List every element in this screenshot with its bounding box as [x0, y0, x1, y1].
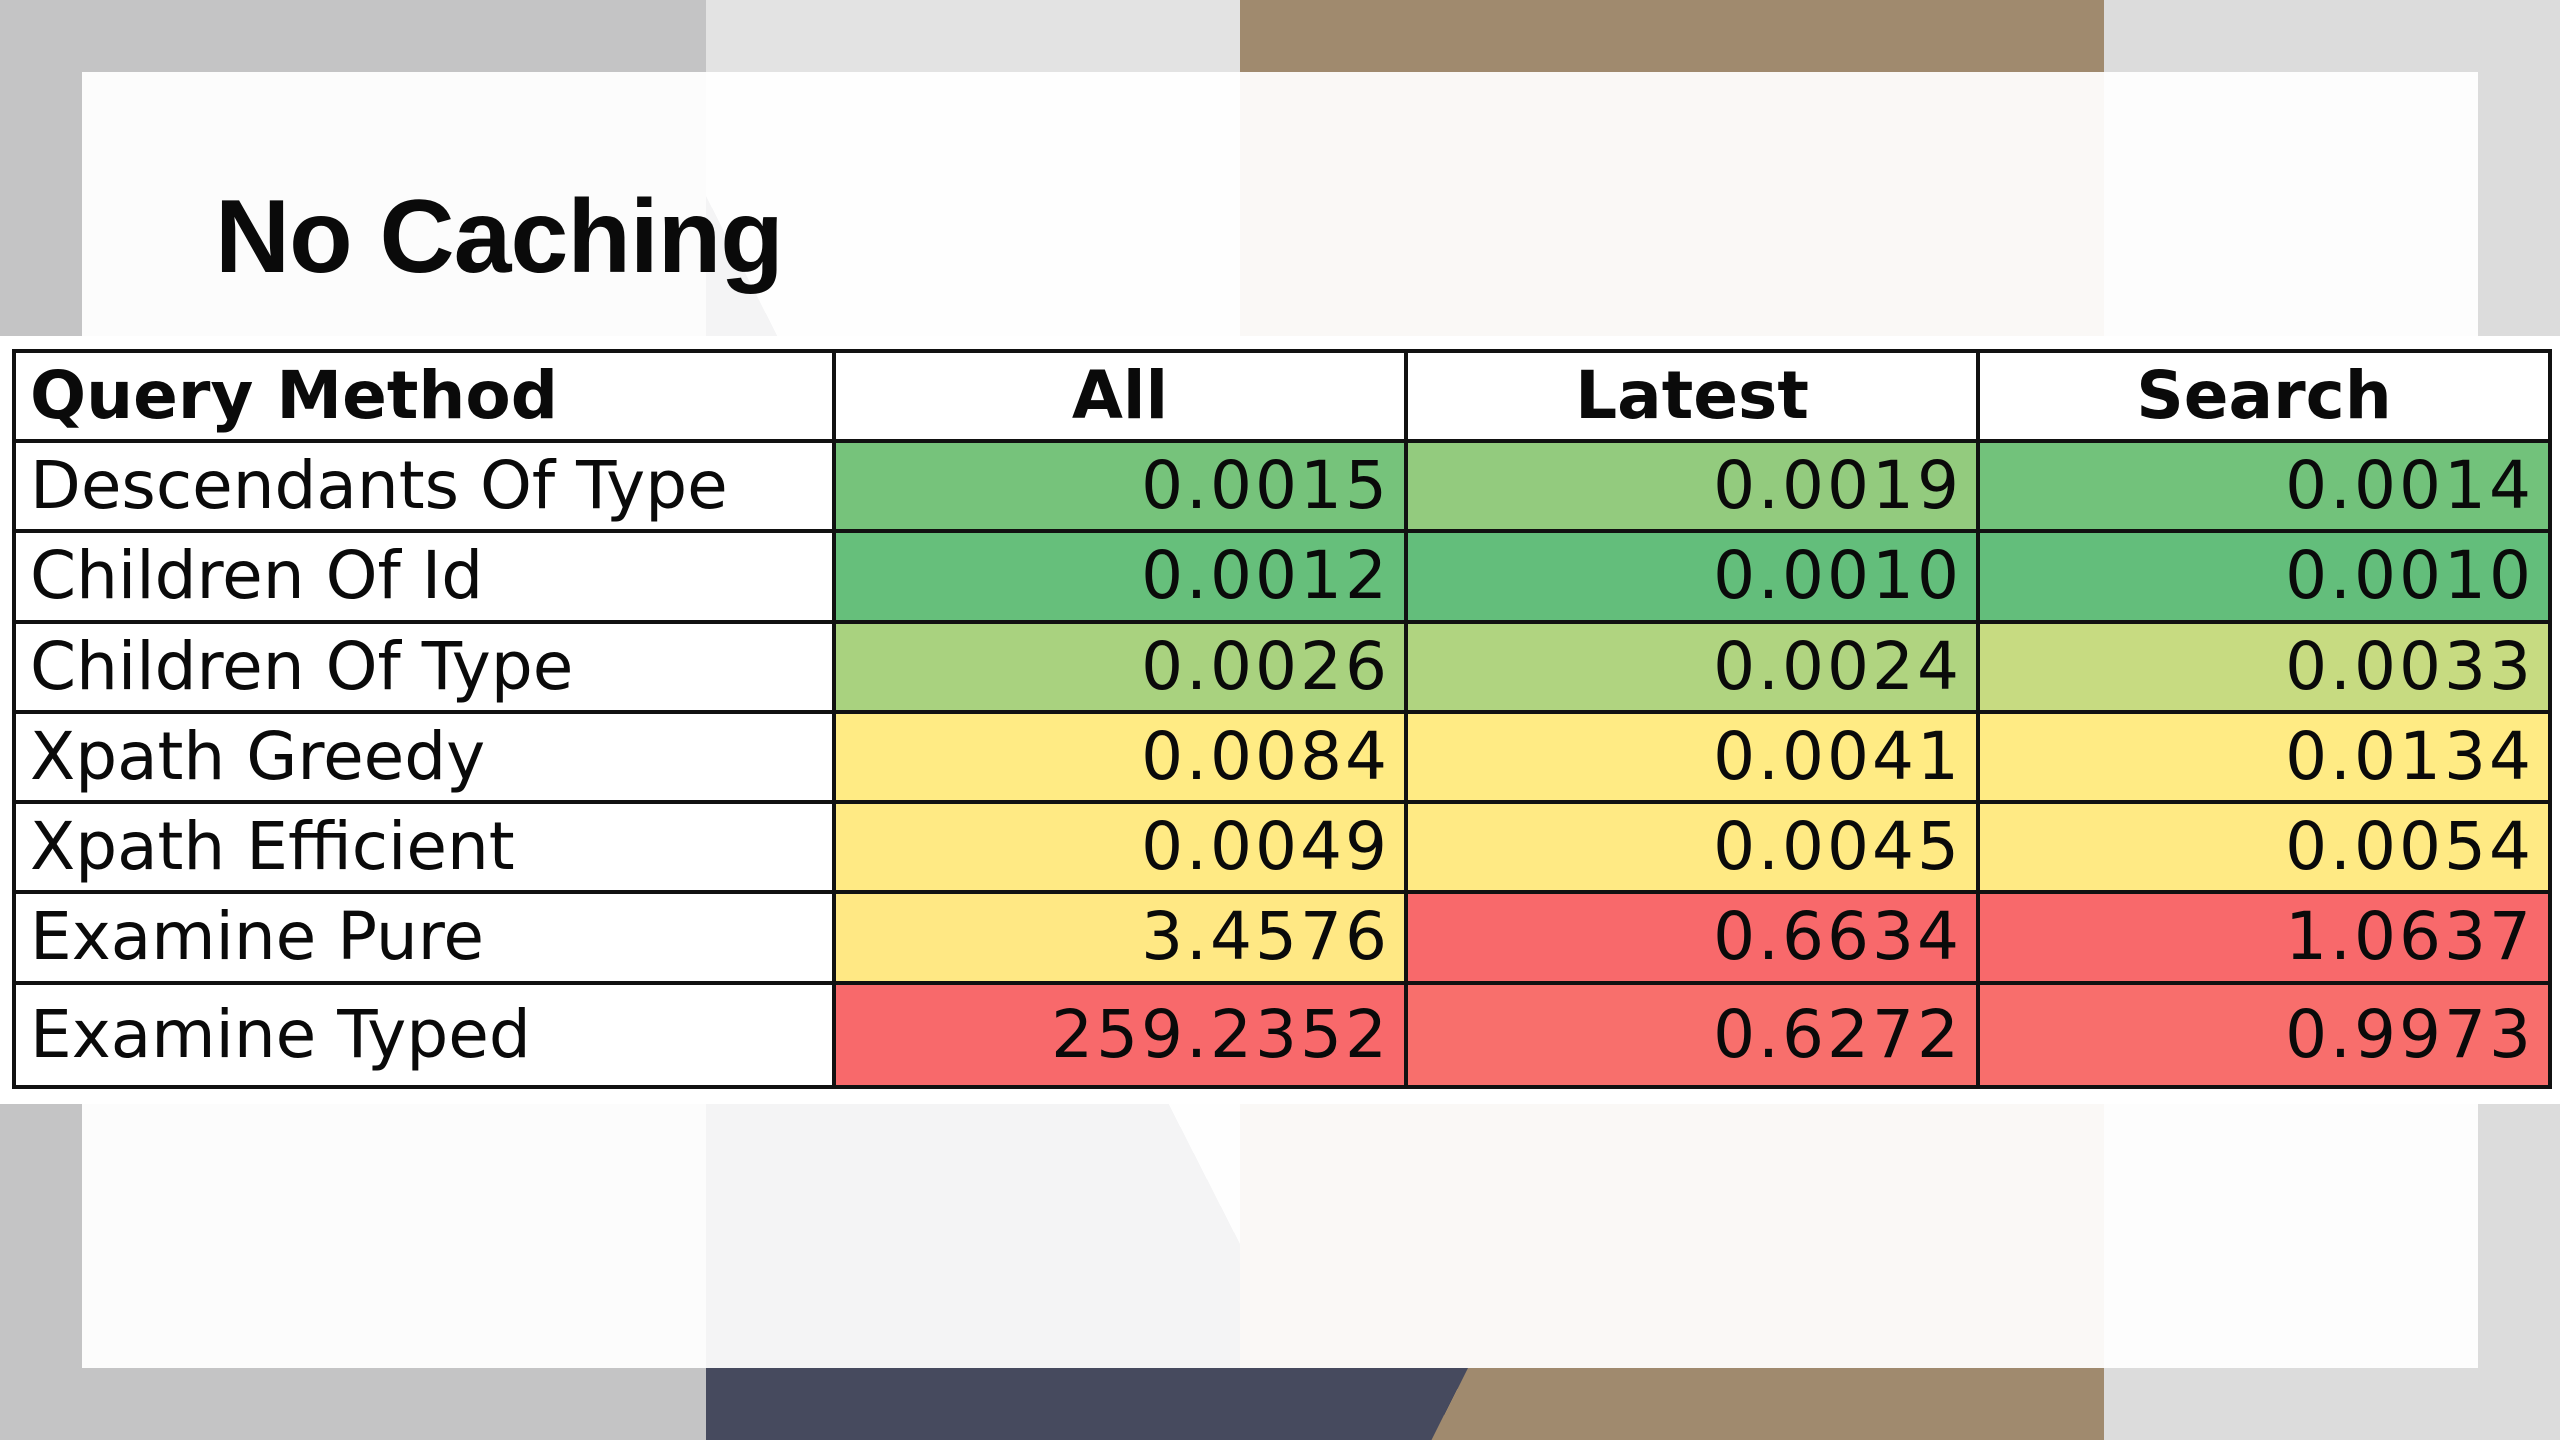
method-cell: Children Of Id: [12, 529, 836, 624]
value-cell-search: 1.0637: [1976, 890, 2552, 985]
method-cell: Descendants Of Type: [12, 438, 836, 534]
table-row: Children Of Type 0.0026 0.0024 0.0033: [12, 619, 2552, 714]
table-row: Xpath Greedy 0.0084 0.0041 0.0134: [12, 709, 2552, 805]
method-cell: Examine Typed: [12, 980, 836, 1090]
table-row: Descendants Of Type 0.0015 0.0019 0.0014: [12, 438, 2552, 534]
header-query-method: Query Method: [12, 349, 836, 443]
method-cell: Xpath Efficient: [12, 800, 836, 895]
table-row: Children Of Id 0.0012 0.0010 0.0010: [12, 529, 2552, 624]
table-row: Examine Pure 3.4576 0.6634 1.0637: [12, 890, 2552, 985]
value-cell-latest: 0.0045: [1404, 800, 1980, 895]
value-cell-all: 0.0084: [832, 709, 1408, 805]
table-header-row: Query Method All Latest Search: [12, 349, 2552, 443]
value-cell-latest: 0.0024: [1404, 619, 1980, 714]
value-cell-all: 259.2352: [832, 980, 1408, 1090]
table-row: Examine Typed 259.2352 0.6272 0.9973: [12, 980, 2552, 1090]
value-cell-latest: 0.0019: [1404, 438, 1980, 534]
header-latest: Latest: [1404, 349, 1980, 443]
value-cell-search: 0.0134: [1976, 709, 2552, 805]
value-cell-all: 0.0015: [832, 438, 1408, 534]
results-table: Query Method All Latest Search Descendan…: [12, 349, 2552, 1090]
value-cell-search: 0.0010: [1976, 529, 2552, 624]
method-cell: Examine Pure: [12, 890, 836, 985]
value-cell-search: 0.0054: [1976, 800, 2552, 895]
value-cell-search: 0.9973: [1976, 980, 2552, 1090]
value-cell-all: 0.0049: [832, 800, 1408, 895]
value-cell-all: 0.0012: [832, 529, 1408, 624]
value-cell-latest: 0.0010: [1404, 529, 1980, 624]
header-search: Search: [1976, 349, 2552, 443]
value-cell-search: 0.0033: [1976, 619, 2552, 714]
background-navy-corner: [1240, 1368, 2240, 1440]
value-cell-all: 0.0026: [832, 619, 1408, 714]
value-cell-latest: 0.0041: [1404, 709, 1980, 805]
table-row: Xpath Efficient 0.0049 0.0045 0.0054: [12, 800, 2552, 895]
value-cell-latest: 0.6272: [1404, 980, 1980, 1090]
value-cell-search: 0.0014: [1976, 438, 2552, 534]
value-cell-all: 3.4576: [832, 890, 1408, 985]
method-cell: Xpath Greedy: [12, 709, 836, 805]
header-all: All: [832, 349, 1408, 443]
slide-title: No Caching: [215, 179, 784, 295]
value-cell-latest: 0.6634: [1404, 890, 1980, 985]
method-cell: Children Of Type: [12, 619, 836, 714]
